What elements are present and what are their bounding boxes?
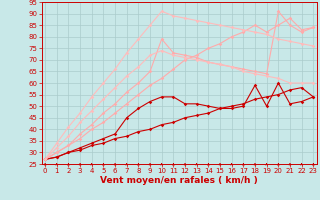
X-axis label: Vent moyen/en rafales ( km/h ): Vent moyen/en rafales ( km/h ) <box>100 176 258 185</box>
